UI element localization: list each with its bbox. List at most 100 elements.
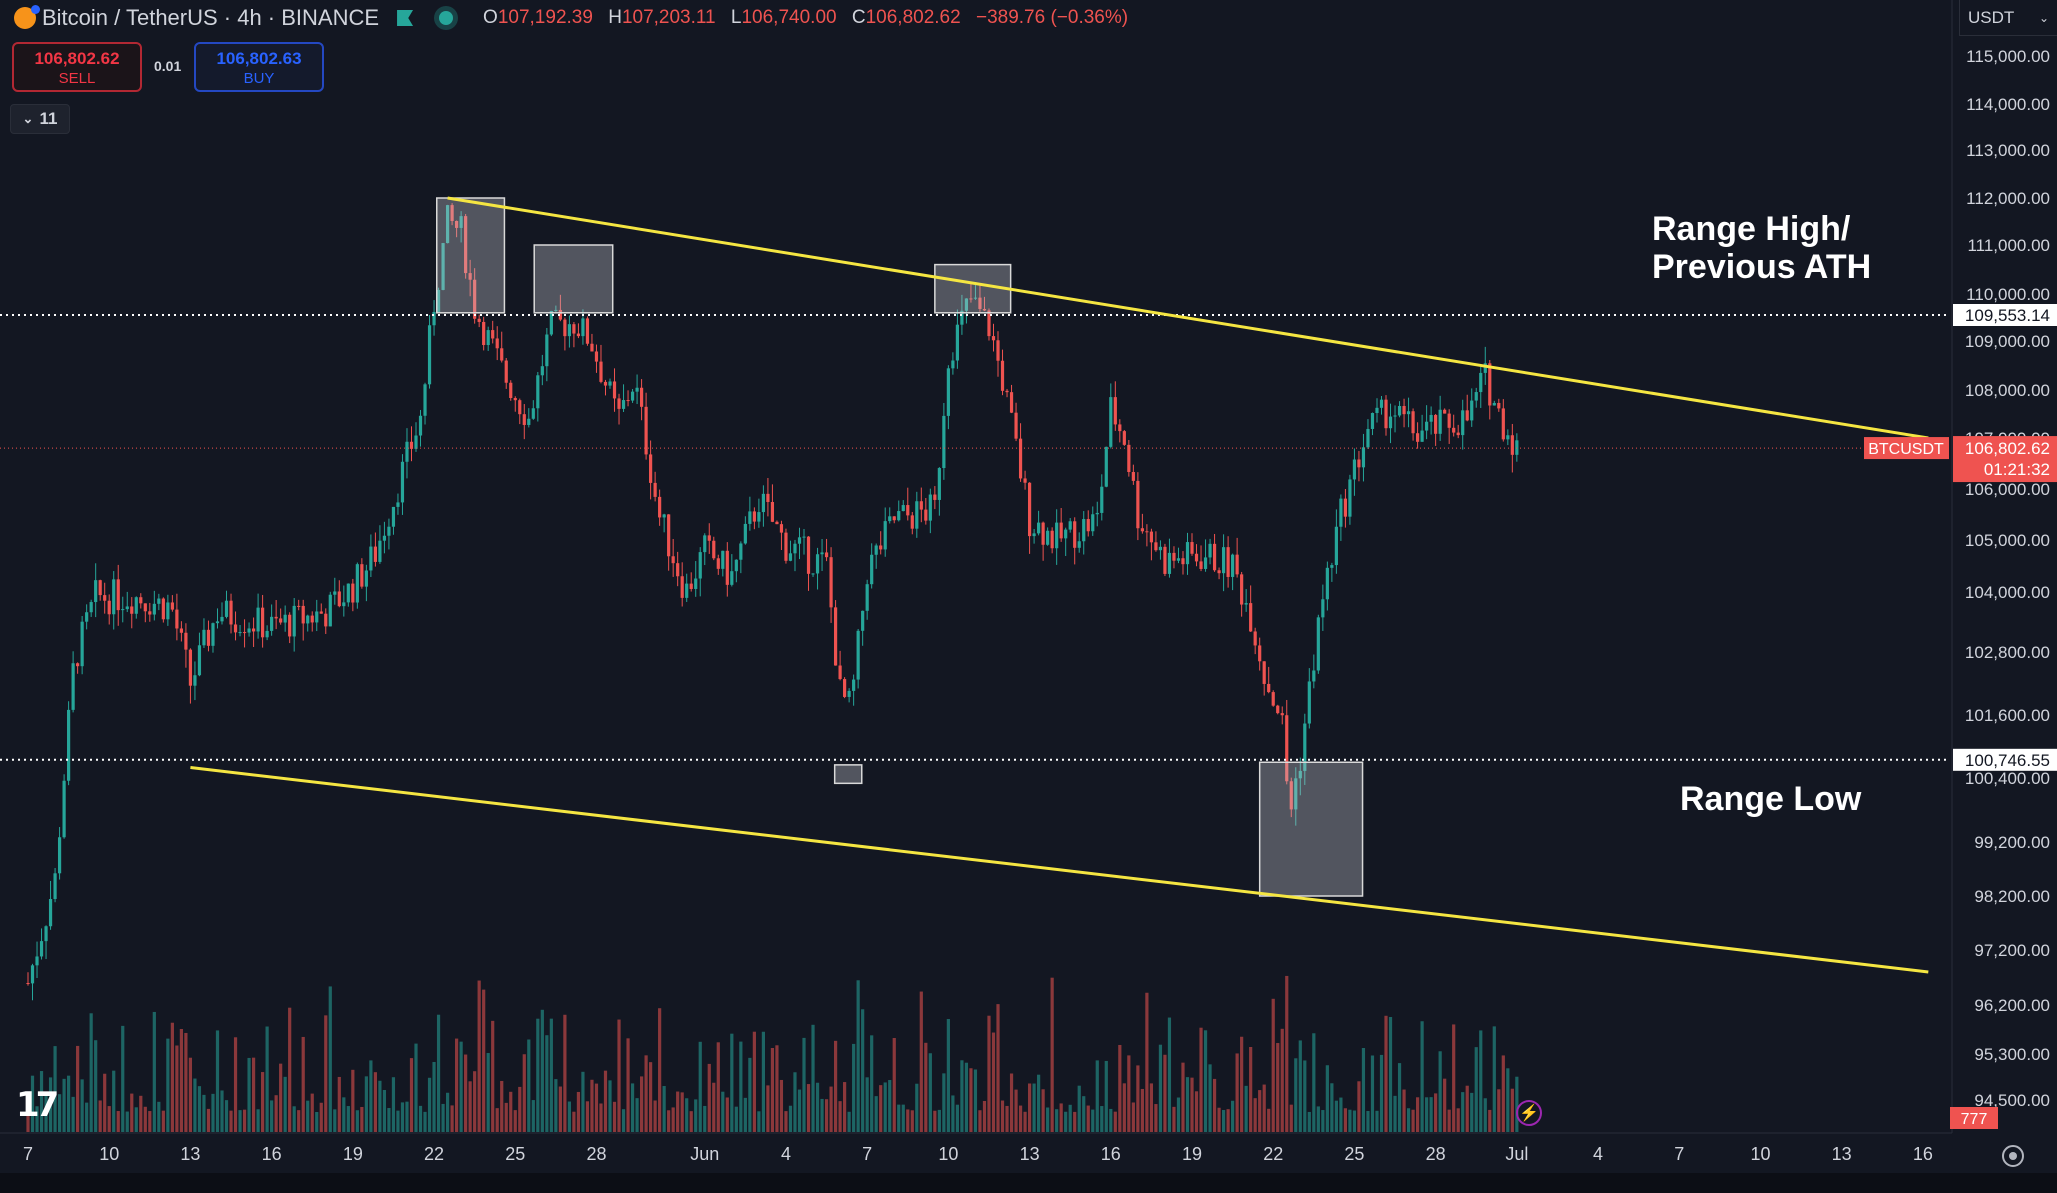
volume-bar <box>843 1082 847 1132</box>
candle-body <box>89 602 93 613</box>
candle-body <box>1212 543 1217 571</box>
candle-body <box>1384 399 1388 429</box>
candle-body <box>369 546 373 571</box>
time-tick-label: 13 <box>180 1144 200 1164</box>
candle-body <box>1240 574 1244 605</box>
candle-body <box>30 965 35 984</box>
volume-bar <box>1095 1060 1099 1132</box>
candle-body <box>423 384 427 416</box>
volume-bar <box>694 1099 698 1132</box>
volume-bar <box>937 1109 941 1132</box>
volume-bar <box>206 1108 211 1132</box>
volume-bar <box>518 1086 522 1132</box>
volume-bar <box>1352 1110 1357 1132</box>
volume-bar <box>1379 1054 1384 1132</box>
volume-bar <box>53 1046 57 1132</box>
candle-body <box>915 501 919 529</box>
volume-bar <box>1375 1110 1379 1132</box>
bitcoin-logo-icon <box>14 5 40 29</box>
price-tick-label: 105,000.00 <box>1965 531 2050 550</box>
volume-bar <box>1109 1108 1113 1132</box>
candle-body <box>215 621 220 624</box>
volume-bar <box>689 1111 693 1132</box>
candle-body <box>1294 778 1298 810</box>
volume-bar <box>815 1082 820 1132</box>
candle-body <box>527 418 531 425</box>
buy-button[interactable]: 106,802.63 BUY <box>194 42 324 92</box>
candle-body <box>1145 531 1149 533</box>
candle-body <box>590 343 594 352</box>
candle-body <box>1303 723 1307 771</box>
candle-body <box>1109 397 1113 447</box>
candle-body <box>292 605 296 637</box>
candle-body <box>716 558 720 569</box>
volume-bar <box>1510 1088 1514 1132</box>
currency-select[interactable]: USDT ⌄ <box>1959 0 2057 36</box>
volume-bar <box>179 1029 183 1132</box>
candle-body <box>518 400 522 415</box>
volume-bar <box>513 1110 517 1132</box>
drawing-layer[interactable] <box>0 196 1950 974</box>
candle-body <box>1465 410 1469 421</box>
symbol-title[interactable]: Bitcoin / TetherUS · 4h · BINANCE <box>42 5 380 30</box>
candle-body <box>409 441 414 449</box>
candle-body <box>405 441 409 462</box>
candle-body <box>57 837 62 874</box>
volume-bar <box>1488 1109 1492 1132</box>
volume-bar <box>1009 1073 1014 1132</box>
candle-body <box>1497 402 1501 409</box>
candle-body <box>1470 400 1474 421</box>
candle-body <box>1118 424 1122 432</box>
candle-body <box>1208 543 1212 558</box>
price-tick-label: 113,000.00 <box>1966 141 2050 160</box>
candle-body <box>48 899 53 927</box>
candle-body <box>44 926 48 942</box>
candle-body <box>1456 432 1460 436</box>
flag-icon[interactable] <box>397 10 414 26</box>
volume-bar <box>536 1018 540 1132</box>
candle-body <box>400 461 405 503</box>
volume-bar <box>644 1055 648 1132</box>
volume-bar <box>617 1019 621 1132</box>
volume-bar <box>1285 975 1289 1132</box>
sell-button[interactable]: 106,802.62 SELL <box>12 42 142 92</box>
candle-body <box>71 663 75 710</box>
candle-body <box>26 983 30 984</box>
candle-body <box>698 552 702 579</box>
volume-bar <box>1303 1060 1307 1132</box>
time-tick-label: 7 <box>862 1144 872 1164</box>
price-tick-label: 96,200.00 <box>1974 996 2050 1015</box>
volume-bar <box>1041 1089 1045 1132</box>
settings-icon[interactable] <box>2002 1145 2024 1167</box>
volume-bar <box>612 1101 617 1132</box>
volume-bar <box>1325 1065 1329 1132</box>
volume-bar <box>238 1110 242 1132</box>
candle-body <box>861 610 865 631</box>
candle-body <box>1397 406 1402 416</box>
volume-bar <box>892 1038 896 1132</box>
buy-price: 106,802.63 <box>216 49 302 68</box>
candle-body <box>459 216 463 228</box>
lightning-icon[interactable]: ⚡ <box>1516 1100 1542 1126</box>
volume-bar <box>1032 1083 1036 1132</box>
candle-body <box>1055 522 1059 549</box>
candle-body <box>1307 681 1311 724</box>
level-price-tag <box>1953 748 2057 771</box>
volume-bar <box>558 1086 562 1132</box>
volume-bar <box>1212 1078 1217 1132</box>
volume-bar <box>342 1097 346 1132</box>
range-high-annotation[interactable]: Range High/ Previous ATH <box>1652 210 1872 286</box>
range-low-annotation[interactable]: Range Low <box>1680 780 1862 818</box>
volume-bar <box>567 1101 571 1132</box>
volume-bar <box>1425 1097 1429 1132</box>
tradingview-logo-icon[interactable]: 17 <box>16 1085 59 1125</box>
spread-value: 0.01 <box>154 58 182 74</box>
indicators-toggle[interactable]: ⌄ 11 <box>10 104 70 134</box>
candle-body <box>752 511 756 522</box>
candle-body <box>1280 713 1284 716</box>
candle-body <box>1027 482 1032 537</box>
candle-body <box>743 523 747 544</box>
volume-bar <box>1172 1106 1176 1132</box>
